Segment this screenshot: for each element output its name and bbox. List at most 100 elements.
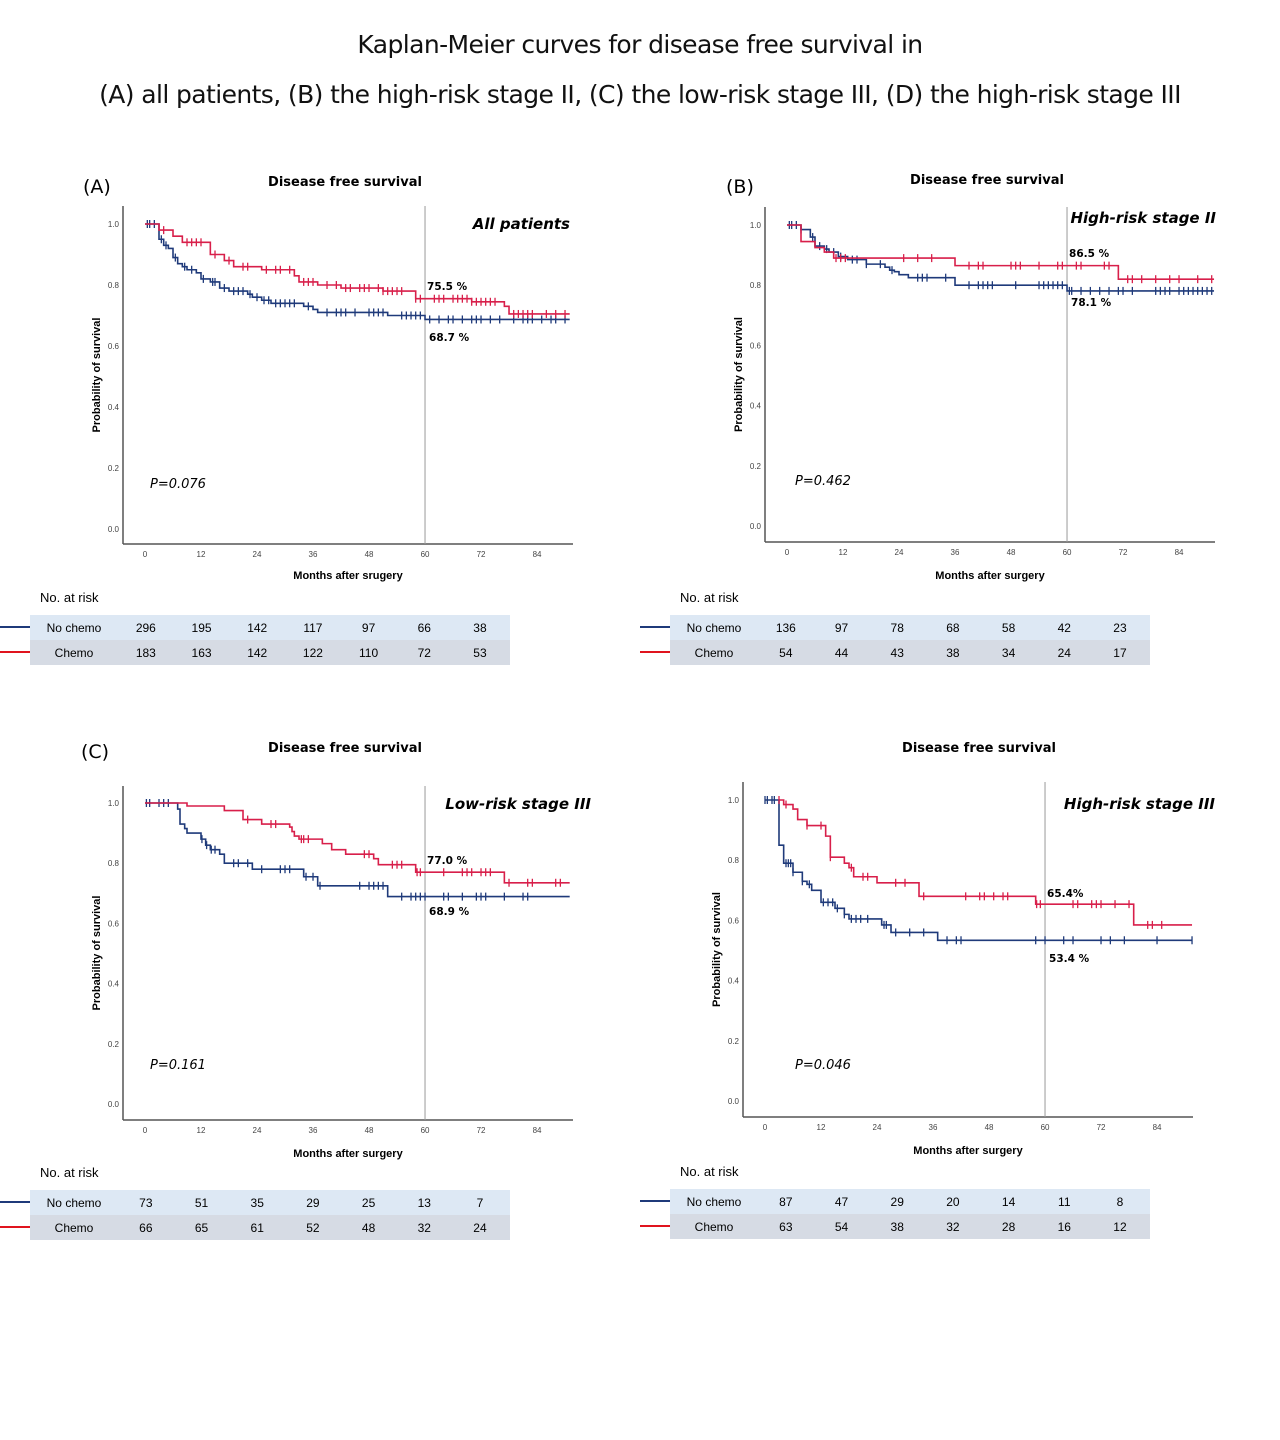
risk-table-row: Chemo 66 65 61 52 48 32 24 [30,1215,510,1240]
risk-count-cell: 51 [194,1195,209,1210]
risk-count-cell: 183 [135,645,156,660]
y-tick-label: 0.2 [108,464,120,473]
x-tick-label: 72 [1119,548,1128,557]
x-axis-label: Months after surgery [935,570,1045,582]
x-tick-label: 0 [785,548,790,557]
y-tick-label: 0.2 [108,1040,120,1049]
risk-count-cell: 29 [890,1194,904,1209]
risk-count-cell: 110 [359,645,379,660]
risk-count-cell: 44 [834,645,849,660]
risk-count-cell: 78 [890,620,904,635]
no-chemo-survival-curve [145,223,570,321]
no-chemo-legend-line [640,1200,670,1202]
y-tick-label: 1.0 [728,796,740,805]
chart-title: Disease free survival [902,741,1056,756]
risk-count-cell: 97 [834,620,849,635]
risk-count-cell: 20 [946,1194,960,1209]
panel-label: (C) [81,741,109,763]
risk-count-cell: 38 [946,645,960,660]
risk-table-row: Chemo 54 44 43 38 34 24 17 [670,640,1150,665]
y-axis-label: Probability of survival [91,318,103,433]
risk-count-cell: 72 [417,645,431,660]
panel-label: (B) [726,176,754,198]
risk-count-cell: 24 [473,1220,487,1235]
x-tick-label: 36 [929,1123,938,1132]
risk-count-cell: 163 [191,645,212,660]
y-tick-label: 0.4 [108,980,120,989]
risk-count-cell: 142 [247,645,268,660]
y-tick-label: 0.2 [728,1037,740,1046]
p-value-label: P=0.161 [150,1058,206,1073]
x-tick-label: 60 [1041,1123,1050,1132]
x-tick-label: 60 [421,550,430,559]
chemo-survival-curve [779,799,1193,926]
risk-count-cell: 14 [1001,1194,1016,1209]
y-tick-label: 0.6 [728,916,740,925]
figure-title-line-1: Kaplan-Meier curves for disease free sur… [357,30,923,59]
risk-count-cell: 66 [417,620,431,635]
y-tick-label: 0.4 [750,402,762,411]
risk-count-cell: 136 [775,620,796,635]
chart-title: Disease free survival [268,175,422,190]
risk-count-cell: 54 [779,645,793,660]
risk-count-cell: 8 [1116,1194,1124,1209]
risk-table-a: No. at risk No chemo 296 195 142 117 97 66 38 Che… [0,590,520,665]
y-axis-label: Probability of survival [711,892,723,1007]
x-tick-label: 12 [197,550,206,559]
no-chemo-survival-curve [145,802,570,898]
risk-table-row: No chemo 73 51 35 29 25 13 7 [30,1190,510,1215]
no-chemo-60-month-rate-label: 78.1 % [1071,297,1112,309]
risk-table-b: No. at risk No chemo 136 97 78 68 58 42 23 Chemo 5… [640,590,1160,665]
x-axis-label: Months after surgery [913,1145,1023,1157]
chemo-legend-line [640,1225,670,1227]
no-chemo-60-month-rate-label: 68.9 % [429,906,470,918]
x-tick-label: 84 [533,550,542,559]
risk-count-cell: 142 [247,620,268,635]
y-tick-label: 0.0 [750,522,762,531]
panel-label: (A) [83,176,111,198]
x-tick-label: 0 [763,1123,768,1132]
no-chemo-60-month-rate-label: 53.4 % [1049,953,1090,965]
y-axis-label: Probability of survival [733,317,745,432]
risk-row-label: No chemo [686,1194,742,1209]
y-tick-label: 0.8 [750,281,762,290]
x-tick-label: 36 [951,548,960,557]
chemo-60-month-rate-label: 86.5 % [1069,248,1110,260]
risk-row-label: Chemo [694,645,734,660]
risk-count-cell: 195 [191,620,212,635]
y-tick-label: 0.0 [108,525,120,534]
p-value-label: P=0.046 [795,1058,851,1073]
risk-table-header: No. at risk [40,1165,99,1180]
x-tick-label: 0 [143,1126,148,1135]
risk-table-header: No. at risk [680,590,739,605]
y-tick-label: 0.4 [108,403,120,412]
risk-count-cell: 53 [473,645,487,660]
chemo-survival-curve [145,802,570,884]
subgroup-label: Low-risk stage III [445,795,591,813]
x-tick-label: 0 [143,550,148,559]
x-tick-label: 84 [533,1126,542,1135]
y-tick-label: 1.0 [108,220,120,229]
risk-count-cell: 61 [250,1220,264,1235]
risk-table-row: No chemo 87 47 29 20 14 11 8 [670,1189,1150,1214]
risk-row-label: Chemo [694,1219,734,1234]
x-tick-label: 24 [253,1126,262,1135]
risk-count-cell: 23 [1113,620,1127,635]
y-tick-label: 0.0 [108,1100,120,1109]
risk-count-cell: 32 [946,1219,960,1234]
x-tick-label: 24 [253,550,262,559]
risk-count-cell: 87 [779,1194,793,1209]
x-tick-label: 48 [985,1123,994,1132]
risk-count-cell: 25 [361,1195,376,1210]
y-tick-label: 0.6 [750,341,762,350]
risk-table-row: Chemo 183 163 142 122 110 72 53 [30,640,510,665]
x-tick-label: 48 [365,550,374,559]
risk-count-cell: 58 [1001,620,1016,635]
risk-count-cell: 63 [779,1219,793,1234]
risk-table-row: No chemo 136 97 78 68 58 42 23 [670,615,1150,640]
y-tick-label: 0.8 [108,281,120,290]
risk-count-cell: 122 [302,645,323,660]
risk-table-row: Chemo 63 54 38 32 28 16 12 [670,1214,1150,1239]
